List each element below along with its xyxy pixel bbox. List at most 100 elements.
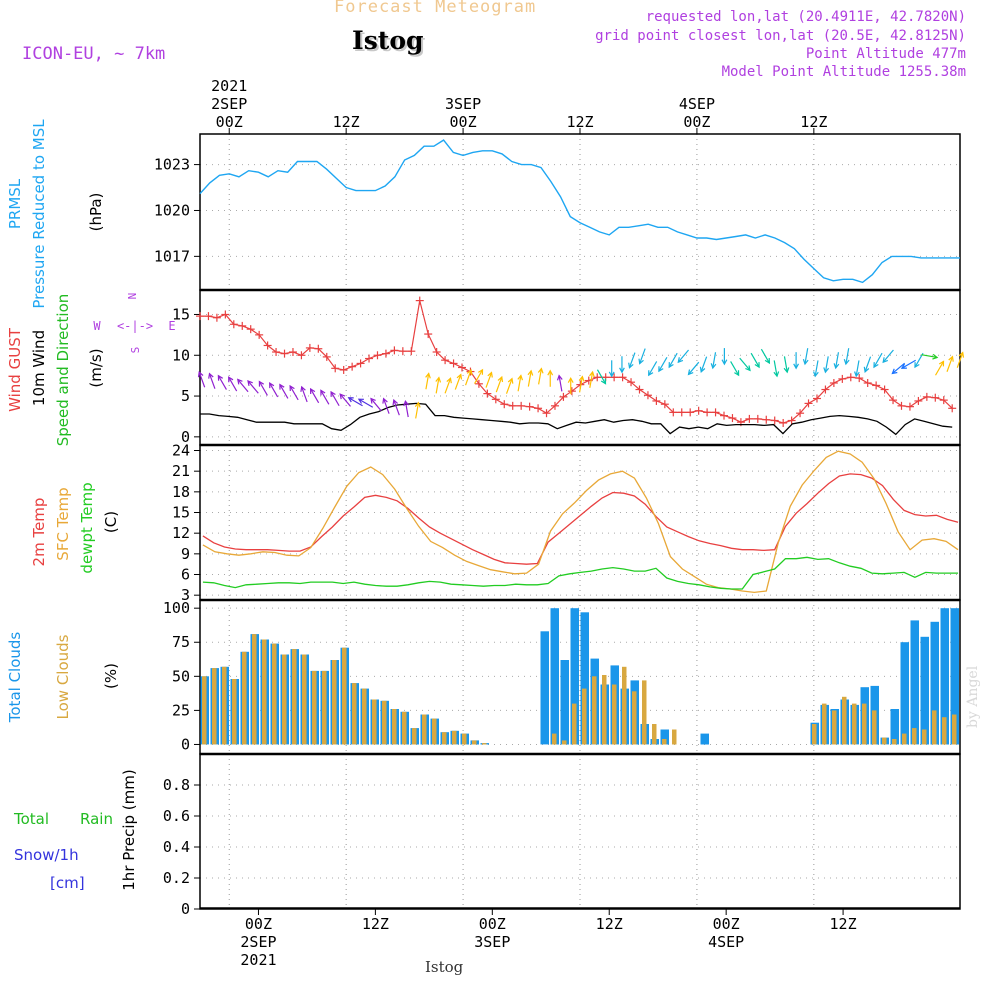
pressure-series-line	[199, 139, 960, 284]
wind-direction-arrow	[873, 352, 883, 369]
wind-gust-marker	[889, 396, 898, 405]
top-tick-label: 00Z	[683, 113, 710, 131]
low-clouds-bar	[602, 675, 607, 745]
wind-direction-arrow	[658, 357, 668, 373]
wind-gust-marker	[525, 402, 534, 411]
low-clouds-bar	[452, 730, 457, 745]
model-point-altitude: Model Point Altitude 1255.38m	[721, 64, 966, 80]
temp-2m-label: 2m Temp	[30, 498, 48, 567]
bottom-year-label: 2021	[240, 951, 276, 969]
wind-direction-arrow	[236, 378, 249, 393]
wind-direction-arrow	[813, 360, 819, 378]
wind-direction-arrow	[228, 376, 238, 392]
wind-gust-marker	[432, 348, 441, 356]
wind-gust-marker	[652, 396, 661, 405]
bottom-tick-label: 00Z	[245, 915, 272, 933]
y-tick-label-3: 18	[172, 483, 190, 501]
low-clouds-bar	[582, 688, 587, 745]
low-clouds-bar	[912, 728, 917, 745]
wind-direction-arrow	[921, 353, 939, 360]
wind-direction-arrow	[638, 348, 646, 365]
low-clouds-bar	[222, 666, 227, 745]
low-clouds-bar	[932, 710, 937, 745]
wind-gust-marker	[348, 362, 357, 371]
wind-gust-marker	[449, 359, 458, 368]
low-clouds-bar	[552, 733, 557, 745]
pressure-unit-label: (hPa)	[87, 193, 105, 232]
requested-coordinates: requested lon,lat (20.4911E, 42.7820N)	[645, 9, 966, 25]
low-clouds-bar	[642, 680, 647, 745]
total-rain-label-rain: Rain	[80, 810, 113, 828]
super-title: Forecast Meteogram	[334, 0, 537, 17]
y-tick-label-4: 75	[172, 633, 190, 651]
low-clouds-bar	[842, 696, 847, 745]
low-clouds-bar	[922, 729, 927, 745]
wind-gust-marker	[694, 406, 703, 415]
total-clouds-bar	[930, 621, 939, 745]
wind-gust-marker	[821, 385, 830, 394]
wind-gust-marker	[263, 341, 272, 350]
wind-gust-marker	[855, 374, 864, 383]
wind-gust-marker	[550, 401, 559, 410]
wind-gust-marker	[297, 351, 306, 360]
wind-direction-arrow	[750, 352, 760, 369]
low-clouds-bar	[352, 683, 357, 745]
y-tick-label-3: 9	[181, 545, 190, 563]
wind-gust-marker	[711, 408, 720, 417]
wind-gust-marker	[255, 330, 264, 339]
low-clouds-bar	[202, 676, 207, 745]
y-tick-label-2: 15	[172, 305, 190, 323]
wind-direction-arrow	[444, 377, 452, 394]
location-title: Istog	[352, 26, 424, 55]
wind-direction-arrow	[710, 352, 717, 370]
wind-direction-arrow	[628, 352, 636, 369]
wind-direction-arrow	[934, 360, 945, 376]
low-clouds-bar	[892, 739, 897, 745]
low-clouds-label: Low Clouds	[54, 634, 72, 719]
low-clouds-bar	[252, 634, 257, 745]
wind-direction-arrow	[527, 369, 534, 387]
panel-frame-2	[199, 289, 961, 446]
low-clouds-bar	[322, 670, 327, 745]
low-clouds-bar	[822, 703, 827, 745]
wind-gust-marker	[686, 408, 695, 417]
wind-direction-arrow	[783, 356, 790, 374]
snow-unit-label: [cm]	[50, 874, 85, 892]
wind-gust-line	[200, 300, 953, 424]
temp-sfc-line	[202, 450, 959, 594]
footer-location: Istog	[425, 958, 464, 976]
wind-direction-arrow	[773, 360, 780, 378]
wind-direction-arrow	[687, 361, 700, 376]
low-clouds-bar	[832, 710, 837, 745]
y-tick-label-3: 6	[181, 566, 190, 584]
low-clouds-bar	[632, 691, 637, 745]
wind-gust-marker	[534, 404, 543, 413]
wind-direction-arrow	[289, 384, 299, 401]
wind-direction-arrow	[608, 360, 615, 378]
wind-direction-arrow	[677, 349, 690, 364]
wind-direction-arrow	[370, 397, 382, 412]
wind-gust-marker	[948, 404, 957, 413]
wind-direction-arrow	[495, 375, 504, 393]
bottom-tick-label: 12Z	[596, 915, 623, 933]
wind-direction-arrow	[833, 352, 840, 370]
wind-gust-marker	[474, 379, 483, 388]
wind-gust-marker	[787, 416, 796, 425]
low-clouds-bar	[242, 651, 247, 745]
wind-gust-marker	[517, 401, 526, 410]
wind-gust-marker	[922, 392, 931, 401]
pressure-label-msl: Pressure Reduced to MSL	[30, 119, 48, 309]
wind-direction-arrow	[454, 373, 463, 390]
wind-gust-marker	[314, 344, 323, 353]
wind-gust-marker	[931, 393, 940, 402]
low-clouds-bar	[342, 647, 347, 745]
wind-gust-marker	[500, 400, 509, 409]
wind-gust-marker	[846, 373, 855, 382]
y-tick-label-5: 0.6	[163, 807, 190, 825]
low-clouds-bar	[332, 660, 337, 745]
top-date-label: 4SEP	[679, 95, 715, 113]
compass-east: E	[168, 319, 175, 333]
total-clouds-bar	[920, 636, 929, 745]
wind-gust-marker	[238, 321, 247, 330]
total-clouds-bar	[940, 608, 949, 745]
